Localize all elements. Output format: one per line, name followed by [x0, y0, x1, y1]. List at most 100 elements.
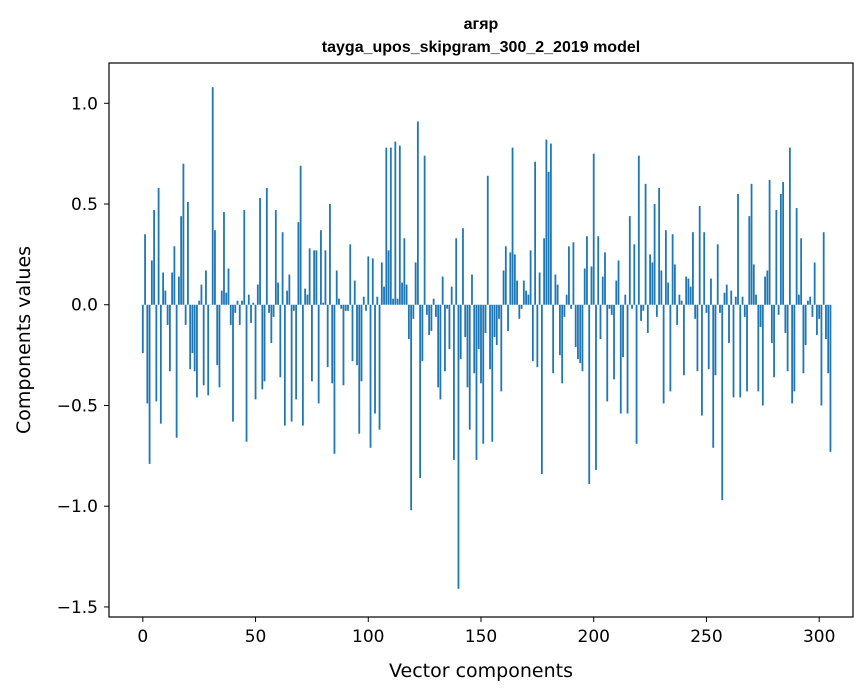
bar: [509, 252, 512, 305]
bar: [389, 147, 392, 305]
bar: [164, 290, 167, 305]
bar: [552, 304, 555, 374]
bar: [324, 250, 327, 305]
bar: [640, 304, 642, 321]
bar: [689, 286, 692, 305]
bar: [252, 302, 255, 305]
bar: [200, 284, 203, 305]
bar: [755, 294, 757, 305]
bar: [184, 304, 187, 325]
bar: [432, 298, 435, 305]
bar: [710, 278, 712, 305]
bar: [175, 304, 178, 438]
bar: [448, 304, 451, 350]
chart-title: агяр: [464, 16, 499, 33]
bar: [701, 304, 703, 416]
bar: [667, 282, 670, 305]
bar: [696, 304, 699, 372]
bar: [547, 171, 550, 305]
y-tick-label: −1.0: [57, 497, 98, 517]
bar: [777, 304, 780, 315]
bar: [644, 183, 647, 305]
bar: [554, 274, 557, 305]
bar: [795, 208, 798, 305]
bar: [196, 304, 198, 398]
bar: [313, 250, 316, 305]
bar: [642, 304, 645, 311]
bar: [570, 304, 573, 309]
bar: [716, 244, 719, 305]
bar: [818, 304, 821, 319]
bar: [610, 304, 613, 315]
bar: [153, 210, 155, 305]
bar: [362, 296, 365, 305]
x-tick-label: 50: [245, 627, 267, 647]
bar: [182, 163, 185, 305]
bar: [173, 246, 176, 305]
bar: [475, 304, 478, 460]
bar: [416, 121, 419, 305]
bar: [804, 304, 807, 346]
bar: [698, 206, 701, 305]
bar: [202, 304, 205, 386]
bar: [317, 304, 320, 404]
bar: [326, 304, 329, 368]
bar: [486, 175, 489, 305]
bar: [468, 304, 471, 430]
bar: [333, 304, 336, 454]
x-tick-label: 200: [578, 627, 610, 647]
bar: [764, 276, 766, 305]
bar: [673, 264, 676, 305]
bar: [398, 145, 401, 305]
bar: [216, 304, 219, 366]
bar: [800, 238, 803, 305]
bar: [574, 304, 577, 348]
bar: [752, 264, 755, 305]
bar: [369, 304, 372, 448]
bar: [146, 304, 149, 404]
bar: [522, 280, 525, 305]
bar: [272, 304, 275, 317]
bar: [822, 232, 825, 305]
bar: [739, 304, 742, 398]
bar: [687, 278, 690, 305]
bar: [653, 204, 656, 305]
bar: [536, 304, 539, 368]
bar: [306, 294, 309, 305]
bar: [728, 304, 730, 344]
bar: [829, 304, 832, 452]
bar: [615, 280, 618, 305]
bar: [220, 290, 223, 305]
bar: [617, 260, 620, 305]
bar: [311, 304, 313, 382]
bar: [347, 304, 349, 311]
bar: [290, 304, 293, 422]
bar: [734, 296, 737, 305]
y-axis-ticks: −1.5 −1.0 −0.5 0.0 0.5 1.0: [57, 94, 109, 618]
y-axis-label: Components values: [13, 246, 35, 434]
bar: [383, 286, 385, 305]
bar: [613, 304, 615, 380]
x-tick-label: 0: [137, 627, 148, 647]
bar: [277, 282, 279, 305]
bar: [234, 304, 237, 313]
bar: [322, 302, 325, 305]
bar: [608, 304, 611, 309]
bar: [628, 216, 631, 305]
bar: [786, 304, 789, 372]
bar: [619, 304, 622, 414]
bar: [779, 193, 782, 305]
bar: [144, 234, 146, 305]
bar: [669, 304, 672, 392]
bar: [626, 304, 629, 414]
bar: [446, 304, 449, 309]
bar: [518, 304, 521, 319]
bar: [414, 262, 417, 305]
bar: [516, 280, 518, 305]
bar: [380, 262, 383, 305]
bar: [637, 155, 640, 305]
bar: [297, 222, 300, 305]
bar: [813, 262, 816, 305]
bar: [707, 304, 710, 370]
bar: [453, 304, 455, 460]
